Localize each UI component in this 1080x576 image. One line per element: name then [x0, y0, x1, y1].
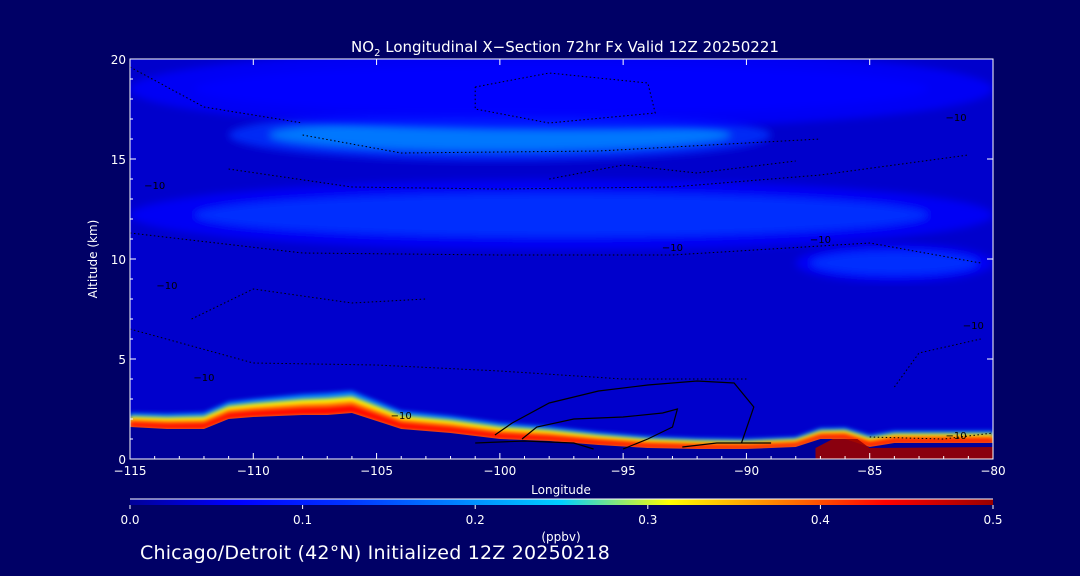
solid-contour	[494, 380, 755, 444]
x-tick-label: −85	[857, 464, 882, 478]
y-tick-label: 0	[118, 453, 126, 467]
band-3	[130, 59, 993, 129]
colorbar-tick-label: 0.1	[293, 513, 312, 527]
contour-label: −10	[963, 321, 984, 332]
colorbar-tick-label: 0.4	[811, 513, 830, 527]
dotted-contour	[130, 328, 747, 380]
colorbar-tick-label: 0.5	[983, 513, 1002, 527]
colorbar-tick-label: 0.2	[466, 513, 485, 527]
chart-title-subscript: 2	[374, 48, 380, 59]
y-tick-label: 10	[111, 253, 126, 267]
x-axis-label: Longitude	[531, 483, 591, 497]
solid-contours	[475, 380, 772, 450]
chart-title-rest: Longitudinal X−Section 72hr Fx Valid 12Z…	[380, 38, 778, 56]
footer-caption: Chicago/Detroit (42°N) Initialized 12Z 2…	[140, 542, 611, 564]
colorbar: 0.0 0.1 0.2 0.3 0.4 0.5 (ppbv)	[120, 498, 1003, 544]
concentration-bands	[130, 59, 993, 283]
pollution-level-3	[130, 405, 993, 449]
y-axis: 0 5 10 15 20	[111, 53, 993, 467]
y-tick-label: 5	[118, 353, 126, 367]
boundary-layer-pollution	[130, 391, 993, 449]
solid-contour	[521, 408, 679, 450]
contour-label: −10	[144, 181, 165, 192]
band-1	[130, 179, 993, 251]
terrain	[130, 413, 993, 459]
band-core	[194, 64, 929, 114]
chart-title-prefix: NO	[351, 38, 374, 56]
solid-contour	[475, 440, 594, 450]
plot-area: −10 −10 −10 −10 −10 −10 −10 −10 −10	[130, 59, 993, 459]
contour-label: −10	[945, 431, 966, 442]
dotted-contour	[130, 66, 303, 124]
chart-title: NO2 Longitudinal X−Section 72hr Fx Valid…	[351, 38, 779, 59]
x-tick-label: −100	[483, 464, 516, 478]
colorbar-tick-label: 0.0	[120, 513, 139, 527]
colorbar-tick-label: 0.3	[638, 513, 657, 527]
x-tick-label: −95	[610, 464, 635, 478]
dotted-contour	[893, 338, 981, 388]
terrain-pool	[815, 439, 993, 459]
y-axis-label: Altitude (km)	[86, 220, 100, 299]
contour-label: −10	[193, 373, 214, 384]
contour-label: −10	[391, 411, 412, 422]
x-axis: −115 −110 −105 −100 −95 −90 −85 −80	[114, 59, 1006, 478]
x-tick-label: −80	[980, 464, 1005, 478]
contour-label: −10	[662, 243, 683, 254]
contour-label: −10	[156, 281, 177, 292]
dotted-contour	[130, 232, 981, 264]
colorbar-label: (ppbv)	[541, 530, 580, 544]
dotted-contour	[549, 160, 796, 180]
dotted-contour	[474, 72, 656, 124]
band-core	[194, 193, 929, 237]
dotted-contour	[191, 288, 426, 320]
dotted-contours	[130, 66, 993, 440]
y-tick-label: 20	[111, 53, 126, 67]
x-tick-label: −115	[114, 464, 147, 478]
terrain-fill	[130, 413, 993, 459]
x-tick-label: −110	[237, 464, 270, 478]
colorbar-bar	[130, 499, 993, 505]
solid-contour	[682, 442, 772, 448]
colorbar-ticks: 0.0 0.1 0.2 0.3 0.4 0.5	[120, 498, 1003, 527]
x-tick-label: −105	[360, 464, 393, 478]
x-tick-label: −90	[734, 464, 759, 478]
y-tick-label: 15	[111, 153, 126, 167]
contour-label: −10	[945, 113, 966, 124]
band-core	[810, 251, 979, 275]
band-2	[795, 243, 993, 283]
dotted-contour	[869, 432, 993, 440]
contour-labels: −10 −10 −10 −10 −10 −10 −10 −10 −10	[144, 113, 984, 442]
contour-label: −10	[810, 235, 831, 246]
